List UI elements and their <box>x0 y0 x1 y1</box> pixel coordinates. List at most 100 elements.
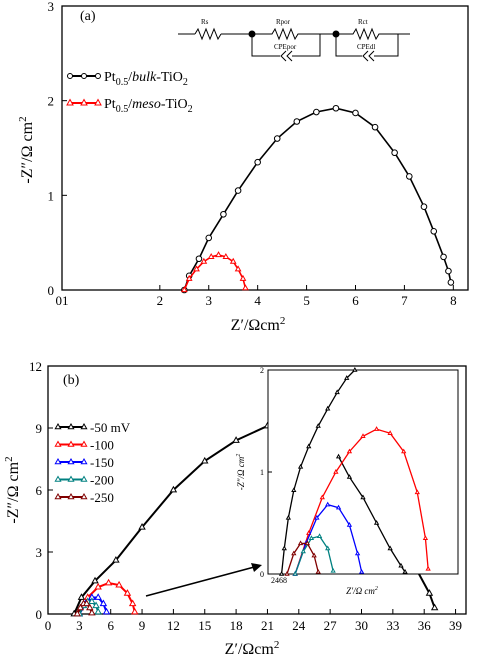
data-point <box>352 366 358 372</box>
x-tick-label: 4 <box>254 293 261 308</box>
y-tick-label: 1 <box>48 188 55 203</box>
x-tick-label: 30 <box>355 618 368 633</box>
x-tick-label: 21 <box>261 618 274 633</box>
x-tick-label: 3 <box>76 618 83 633</box>
data-point <box>346 448 353 454</box>
data-point <box>73 609 81 617</box>
data-point <box>86 603 94 611</box>
x-tick-label: 0 <box>45 618 52 633</box>
zoom-arrow <box>145 565 259 597</box>
data-point <box>291 487 297 493</box>
legend-label: -250 <box>90 490 114 505</box>
x-tick-label: 6 <box>352 293 359 308</box>
legend-marker <box>54 457 62 465</box>
legend-marker-meso <box>80 98 88 106</box>
y-tick-label: 3 <box>48 0 55 14</box>
data-point <box>325 405 331 411</box>
data-point <box>306 443 312 449</box>
rpor-resistor <box>252 27 320 41</box>
data-point <box>180 286 188 293</box>
data-point <box>285 514 292 520</box>
data-point <box>284 570 290 576</box>
data-point <box>273 135 281 142</box>
data-point <box>420 203 428 210</box>
data-point <box>91 576 99 584</box>
data-point <box>346 522 353 527</box>
cpe-por-branch <box>292 34 321 57</box>
panel-a-y-axis-label: -Z″/Ω cm2 <box>17 116 36 183</box>
legend-marker <box>80 475 88 482</box>
data-point <box>128 599 137 607</box>
data-point <box>239 274 247 281</box>
x-tick-label: 33 <box>386 618 399 633</box>
data-point <box>94 582 102 590</box>
x-tick-label: 27 <box>324 618 338 633</box>
legend-marker <box>54 422 62 430</box>
data-point <box>430 603 439 611</box>
data-point <box>220 210 227 218</box>
data-point <box>234 187 242 194</box>
x-tick-label: 5 <box>303 293 310 308</box>
data-point <box>358 568 365 574</box>
cpe-dl-symbol <box>368 50 375 62</box>
panel-b-legend: -50 mV -100 -150 -200 -250 <box>54 420 131 505</box>
series-line-1 <box>183 254 247 291</box>
data-point <box>76 603 85 611</box>
data-point <box>344 375 350 380</box>
data-point <box>278 570 285 576</box>
data-point <box>447 279 455 286</box>
data-point <box>304 540 311 546</box>
legend-marker <box>67 440 75 447</box>
rct-resistor <box>336 27 410 41</box>
y-tick-label: 3 <box>36 545 43 560</box>
y-tick-label: 12 <box>29 359 42 374</box>
data-point <box>332 104 340 112</box>
legend-marker-bulk <box>67 73 73 79</box>
y-tick-label: 6 <box>36 483 43 498</box>
panel-a-y-ticks: 0 1 2 3 <box>48 0 67 298</box>
data-point <box>387 545 393 551</box>
circuit-label-rct: Rct <box>358 18 368 26</box>
data-point <box>131 607 139 615</box>
x-tick-label: 3 <box>205 293 212 308</box>
panel-a-x-axis-label: Z′/Ωcm2 <box>231 315 286 334</box>
legend-label: -200 <box>90 473 114 488</box>
x-tick-label: 2 <box>157 293 164 308</box>
equivalent-circuit <box>178 27 410 62</box>
legend-marker <box>67 492 75 500</box>
data-point <box>330 567 336 573</box>
panel-a-x-ticks: 01 2 3 4 5 6 7 8 <box>56 285 457 308</box>
legend-marker <box>80 457 88 465</box>
data-point <box>215 251 222 258</box>
data-point <box>354 550 361 556</box>
data-point <box>254 158 261 166</box>
inset-y-tick-label: 0 <box>260 570 264 579</box>
cpe-dl-symbol <box>362 50 369 62</box>
y-tick-label: 2 <box>48 94 55 109</box>
data-point <box>430 228 438 235</box>
y-tick-label: 0 <box>36 607 43 622</box>
data-point <box>205 234 213 242</box>
data-point <box>360 494 366 500</box>
legend-marker-bulk <box>81 73 87 79</box>
data-point <box>373 519 380 525</box>
rs-resistor <box>194 27 222 41</box>
legend-marker-bulk <box>95 73 101 79</box>
y-tick-label: 0 <box>48 283 55 298</box>
data-point <box>104 578 113 586</box>
panel-a-series <box>180 104 455 294</box>
data-point <box>425 589 434 596</box>
data-point <box>293 118 301 125</box>
data-point <box>234 265 242 272</box>
zoom-arrow-head <box>251 563 262 572</box>
inset-y-ticks: 0 1 2 <box>260 366 272 579</box>
x-tick-label: 6 <box>107 618 114 633</box>
cpe-dl-branch <box>374 34 399 57</box>
legend-marker <box>80 492 88 500</box>
legend-label-bulk: Pt0.5/bulk-TiO2 <box>104 70 188 88</box>
cpe-por-branch <box>251 34 280 57</box>
data-point <box>281 545 287 551</box>
inset-y-tick-label: 1 <box>260 468 264 477</box>
x-tick-label: 24 <box>292 618 306 633</box>
